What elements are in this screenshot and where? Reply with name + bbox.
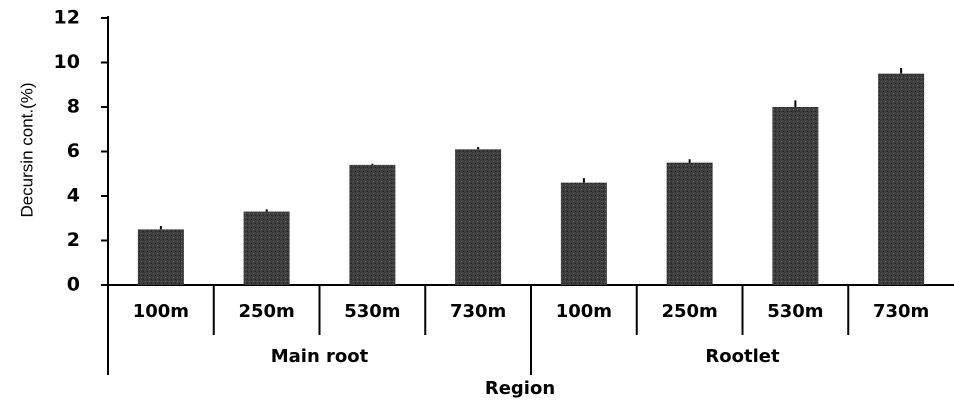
y-axis-title: Decursin cont.(%): [17, 82, 36, 217]
y-tick-label: 0: [67, 274, 80, 296]
category-label: 530m: [344, 301, 400, 322]
bar: [137, 229, 184, 285]
category-label: 100m: [133, 301, 189, 322]
category-label: 100m: [556, 301, 612, 322]
labels: 0 2 4 6 8 10 12 100m 250m 530m 730m 100m 250m 530m 730…: [54, 7, 930, 368]
x-axis-title: Region: [485, 378, 555, 399]
y-tick-label: 2: [67, 229, 80, 251]
bar: [666, 162, 713, 285]
bars: [137, 68, 925, 285]
y-tick-label: 6: [67, 140, 80, 162]
bar: [243, 211, 290, 285]
bar: [772, 107, 819, 285]
bar: [455, 149, 502, 285]
group-label: Rootlet: [705, 346, 780, 367]
y-tick-label: 12: [54, 7, 80, 29]
y-tick-label: 8: [67, 96, 80, 118]
category-label: 250m: [238, 301, 294, 322]
bar: [878, 73, 925, 285]
category-label: 530m: [767, 301, 823, 322]
category-label: 250m: [661, 301, 717, 322]
bar: [560, 182, 607, 285]
axes: [101, 16, 954, 375]
y-tick-label: 10: [54, 51, 80, 73]
category-label: 730m: [450, 301, 506, 322]
y-tick-label: 4: [67, 185, 80, 207]
bar: [349, 164, 396, 285]
group-label: Main root: [271, 346, 369, 367]
category-label: 730m: [873, 301, 929, 322]
